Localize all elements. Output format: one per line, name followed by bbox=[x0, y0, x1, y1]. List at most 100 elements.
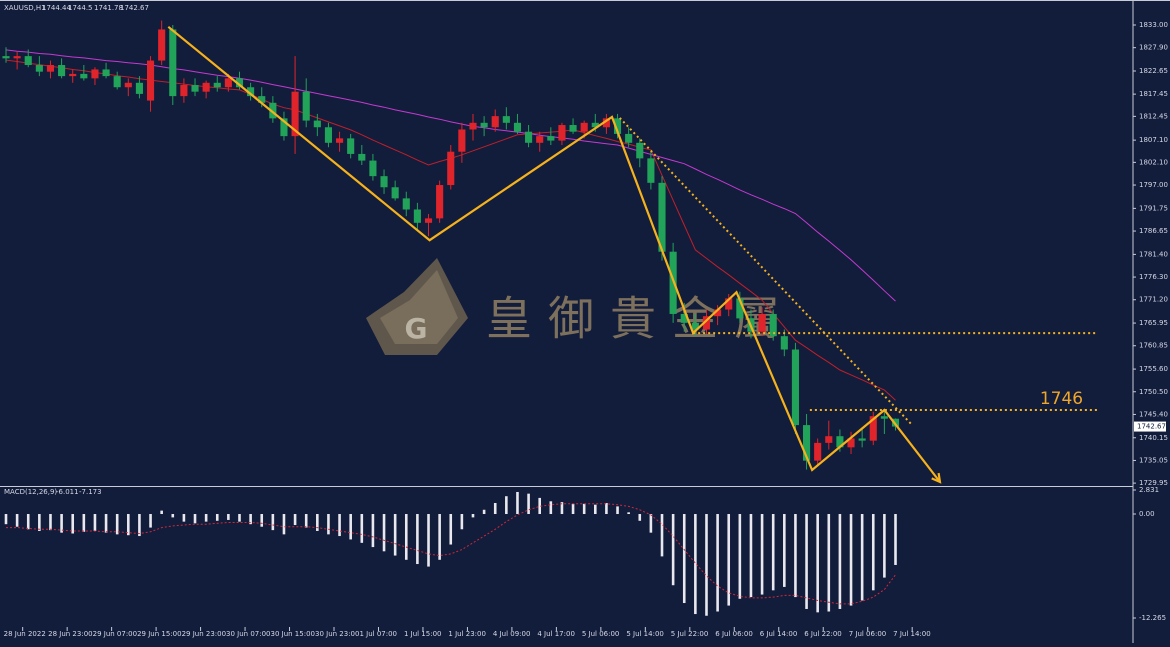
candle-body bbox=[802, 425, 811, 461]
x-tick-label: 5 Jul 22:00 bbox=[671, 630, 709, 638]
macd-bar bbox=[349, 514, 352, 540]
title-ohlc: 1744.5 bbox=[68, 4, 93, 12]
y-tick-label: 1771.20 bbox=[1139, 296, 1168, 304]
macd-bar bbox=[616, 506, 619, 515]
macd-bar bbox=[705, 514, 708, 616]
candle-body bbox=[202, 82, 210, 92]
candle-body bbox=[725, 298, 733, 310]
candle-body bbox=[625, 133, 633, 143]
title-ohlc: 1742.67 bbox=[120, 4, 149, 12]
candle-body bbox=[358, 153, 366, 161]
macd-bar bbox=[516, 491, 519, 515]
candle-body bbox=[569, 125, 577, 132]
candle-body bbox=[714, 309, 722, 317]
macd-bar bbox=[316, 514, 319, 531]
logo-letter: G bbox=[405, 312, 428, 345]
candle-body bbox=[324, 127, 333, 143]
y-tick-label: 1822.65 bbox=[1139, 67, 1168, 75]
candle-body bbox=[480, 122, 488, 128]
macd-value: -6.011 bbox=[56, 488, 79, 496]
macd-bar bbox=[127, 514, 130, 536]
macd-bar bbox=[783, 514, 786, 587]
candle-body bbox=[702, 316, 711, 330]
candle-body bbox=[558, 125, 566, 141]
macd-bar bbox=[338, 514, 341, 537]
macd-bar bbox=[149, 514, 152, 528]
y-tick-label: 1807.10 bbox=[1139, 136, 1168, 144]
macd-bar bbox=[393, 514, 397, 556]
candle-body bbox=[69, 73, 77, 77]
y-tick-label: 1729.95 bbox=[1139, 479, 1168, 487]
macd-bar bbox=[227, 514, 230, 520]
macd-bar bbox=[427, 514, 430, 567]
macd-bar bbox=[471, 514, 475, 518]
candle-body bbox=[780, 336, 788, 350]
macd-bar bbox=[760, 514, 764, 595]
candle-body bbox=[280, 118, 288, 137]
macd-bar bbox=[304, 514, 308, 528]
zigzag bbox=[167, 25, 941, 483]
x-tick-label: 1 Jul 15:00 bbox=[404, 630, 442, 638]
macd-bar bbox=[638, 514, 642, 521]
candle-body bbox=[825, 436, 833, 443]
macd-bar bbox=[549, 501, 553, 515]
y-tick-label: 1797.00 bbox=[1139, 181, 1168, 189]
candle-body bbox=[847, 438, 855, 448]
macd-bar bbox=[360, 514, 364, 543]
x-tick-label: 5 Jul 14:00 bbox=[626, 630, 664, 638]
macd-bar bbox=[716, 514, 719, 612]
y-tick-label: 1765.95 bbox=[1139, 319, 1168, 327]
candle-body bbox=[80, 73, 88, 79]
macd-bar bbox=[49, 514, 52, 531]
macd-bar bbox=[282, 514, 286, 535]
y-tick-label: 1812.45 bbox=[1139, 112, 1168, 120]
macd-bar bbox=[894, 514, 897, 565]
y-tick-label: 1781.40 bbox=[1139, 250, 1168, 258]
macd-bar bbox=[260, 514, 264, 527]
candle-body bbox=[525, 131, 533, 143]
candle-body bbox=[180, 85, 188, 97]
candle-body bbox=[513, 122, 522, 132]
macd-bar bbox=[660, 514, 664, 557]
candle-body bbox=[758, 313, 766, 332]
macd-bar bbox=[482, 509, 486, 515]
macd-bar bbox=[160, 510, 163, 515]
symbol: XAUUSD,H1 bbox=[4, 4, 46, 12]
x-tick-label: 6 Jul 22:00 bbox=[804, 630, 842, 638]
macd-bar bbox=[527, 493, 530, 515]
macd-bar bbox=[538, 497, 542, 515]
candle-body bbox=[858, 438, 866, 441]
candle-body bbox=[613, 118, 622, 134]
x-tick-label: 6 Jul 14:00 bbox=[760, 630, 798, 638]
watermark-logo: G bbox=[366, 258, 468, 355]
macd-bar bbox=[115, 514, 119, 535]
x-tick-label: 29 Jun 07:00 bbox=[93, 630, 137, 638]
macd-bar bbox=[816, 514, 819, 613]
candle-body bbox=[502, 116, 510, 123]
macd-y-tick-label: -12.265 bbox=[1139, 614, 1166, 622]
macd-signal bbox=[6, 503, 896, 605]
candle-body bbox=[836, 436, 844, 448]
x-tick-label: 30 Jun 15:00 bbox=[271, 630, 315, 638]
macd-bar bbox=[771, 514, 775, 591]
macd-title: MACD(12,26,9) bbox=[4, 488, 57, 496]
candle-body bbox=[402, 198, 410, 210]
macd-bar bbox=[416, 514, 419, 565]
candle-body bbox=[469, 122, 477, 130]
macd-bar bbox=[38, 514, 41, 531]
level-label: 1746 bbox=[1040, 389, 1083, 409]
candle-body bbox=[602, 118, 610, 128]
candle-body bbox=[680, 313, 688, 323]
macd-bar bbox=[4, 514, 8, 525]
y-tick-label: 1755.60 bbox=[1139, 365, 1168, 373]
macd-bar bbox=[215, 514, 219, 521]
candle-body bbox=[313, 120, 321, 128]
candle-body bbox=[302, 91, 310, 121]
candle-body bbox=[102, 69, 110, 77]
candle-body bbox=[224, 78, 232, 88]
candle-body bbox=[658, 182, 666, 252]
macd-y-tick-label: 0.00 bbox=[1139, 510, 1155, 518]
candle-body bbox=[35, 65, 43, 72]
macd-bar bbox=[671, 514, 675, 586]
macd-bar bbox=[560, 502, 564, 515]
